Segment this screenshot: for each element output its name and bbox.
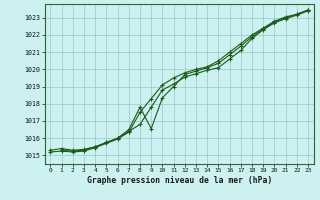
- X-axis label: Graphe pression niveau de la mer (hPa): Graphe pression niveau de la mer (hPa): [87, 176, 272, 185]
